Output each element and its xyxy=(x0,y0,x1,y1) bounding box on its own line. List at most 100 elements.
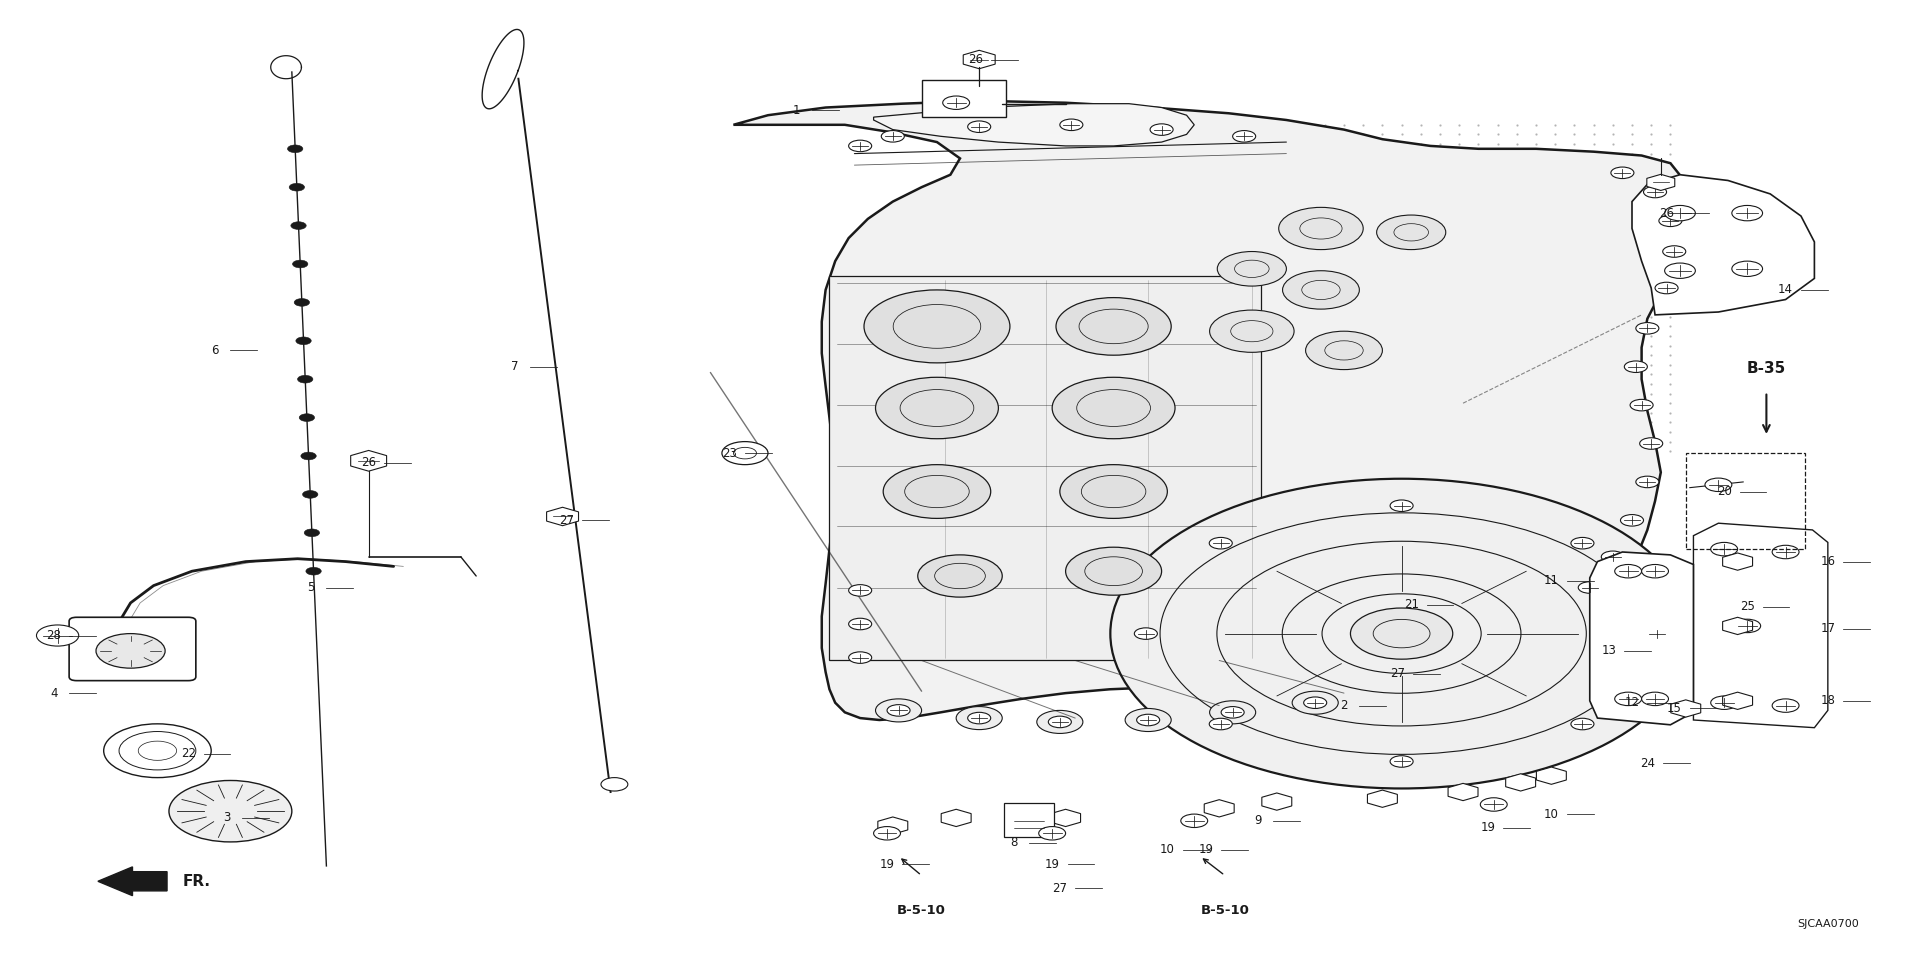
Circle shape xyxy=(1060,465,1167,518)
Polygon shape xyxy=(1448,783,1478,801)
Text: 4: 4 xyxy=(50,686,58,700)
Polygon shape xyxy=(874,104,1194,146)
Circle shape xyxy=(943,96,970,109)
Circle shape xyxy=(874,827,900,840)
Polygon shape xyxy=(1647,175,1674,190)
Text: B-35: B-35 xyxy=(1747,361,1786,376)
Circle shape xyxy=(1665,263,1695,278)
Circle shape xyxy=(1636,476,1659,488)
Circle shape xyxy=(1711,696,1738,709)
Circle shape xyxy=(876,699,922,722)
Circle shape xyxy=(1217,252,1286,286)
Circle shape xyxy=(883,465,991,518)
Circle shape xyxy=(722,442,768,465)
Polygon shape xyxy=(1204,800,1235,817)
Text: 22: 22 xyxy=(180,747,196,760)
Circle shape xyxy=(1571,538,1594,549)
Circle shape xyxy=(1732,205,1763,221)
Text: 26: 26 xyxy=(968,53,983,66)
Polygon shape xyxy=(1590,552,1693,725)
Circle shape xyxy=(303,529,319,537)
Text: 13: 13 xyxy=(1601,644,1617,658)
Circle shape xyxy=(849,585,872,596)
Text: 18: 18 xyxy=(1820,694,1836,708)
Circle shape xyxy=(1210,538,1233,549)
Circle shape xyxy=(294,299,309,306)
Text: 9: 9 xyxy=(1254,814,1261,828)
Circle shape xyxy=(1377,215,1446,250)
Circle shape xyxy=(1181,814,1208,828)
Circle shape xyxy=(1233,131,1256,142)
Polygon shape xyxy=(877,817,908,834)
Circle shape xyxy=(1624,361,1647,372)
FancyBboxPatch shape xyxy=(1004,803,1054,837)
Circle shape xyxy=(849,652,872,663)
Polygon shape xyxy=(1050,809,1081,827)
Circle shape xyxy=(301,452,317,460)
Text: 19: 19 xyxy=(1044,857,1060,871)
Text: FR.: FR. xyxy=(182,874,211,889)
Circle shape xyxy=(849,618,872,630)
Circle shape xyxy=(1772,699,1799,712)
Text: 5: 5 xyxy=(307,581,315,594)
Circle shape xyxy=(1732,261,1763,276)
Text: 6: 6 xyxy=(211,344,219,357)
FancyBboxPatch shape xyxy=(922,80,1006,117)
Circle shape xyxy=(305,567,321,575)
Bar xyxy=(1686,453,1805,549)
Circle shape xyxy=(1659,215,1682,227)
Text: 15: 15 xyxy=(1667,702,1682,715)
Circle shape xyxy=(1304,697,1327,708)
Text: 26: 26 xyxy=(1659,206,1674,220)
Text: 25: 25 xyxy=(1740,600,1755,613)
Circle shape xyxy=(1571,718,1594,730)
Polygon shape xyxy=(941,809,972,827)
Text: 28: 28 xyxy=(46,629,61,642)
Text: 14: 14 xyxy=(1778,283,1793,297)
Text: B-5-10: B-5-10 xyxy=(1200,903,1250,917)
Circle shape xyxy=(1306,331,1382,370)
Circle shape xyxy=(96,634,165,668)
Ellipse shape xyxy=(1110,479,1693,788)
Text: 27: 27 xyxy=(1390,667,1405,681)
Text: 27: 27 xyxy=(1052,881,1068,895)
Circle shape xyxy=(1052,377,1175,439)
Text: 10: 10 xyxy=(1160,843,1175,856)
Text: 19: 19 xyxy=(1198,843,1213,856)
Circle shape xyxy=(104,724,211,778)
Circle shape xyxy=(1048,716,1071,728)
Circle shape xyxy=(1645,628,1668,639)
Circle shape xyxy=(1665,205,1695,221)
Text: 7: 7 xyxy=(511,360,518,373)
Circle shape xyxy=(1390,500,1413,512)
Circle shape xyxy=(303,491,319,498)
Text: 27: 27 xyxy=(559,514,574,527)
FancyBboxPatch shape xyxy=(69,617,196,681)
Text: 21: 21 xyxy=(1404,598,1419,612)
Circle shape xyxy=(876,377,998,439)
Circle shape xyxy=(1734,619,1761,633)
Polygon shape xyxy=(351,450,386,471)
Polygon shape xyxy=(1722,553,1753,570)
Circle shape xyxy=(1705,478,1732,492)
Circle shape xyxy=(1283,271,1359,309)
Text: 20: 20 xyxy=(1716,485,1732,498)
Circle shape xyxy=(1636,323,1659,334)
Circle shape xyxy=(1390,756,1413,767)
Circle shape xyxy=(1640,438,1663,449)
Circle shape xyxy=(1642,692,1668,706)
Circle shape xyxy=(1125,708,1171,732)
Text: 11: 11 xyxy=(1544,574,1559,588)
Circle shape xyxy=(1150,124,1173,135)
Text: 17: 17 xyxy=(1820,622,1836,636)
Text: 16: 16 xyxy=(1820,555,1836,568)
Text: 3: 3 xyxy=(223,811,230,825)
Circle shape xyxy=(300,414,315,421)
Circle shape xyxy=(1210,718,1233,730)
Circle shape xyxy=(864,290,1010,363)
Circle shape xyxy=(881,131,904,142)
Circle shape xyxy=(1615,564,1642,578)
Polygon shape xyxy=(964,50,995,69)
Circle shape xyxy=(1066,547,1162,595)
Circle shape xyxy=(968,712,991,724)
